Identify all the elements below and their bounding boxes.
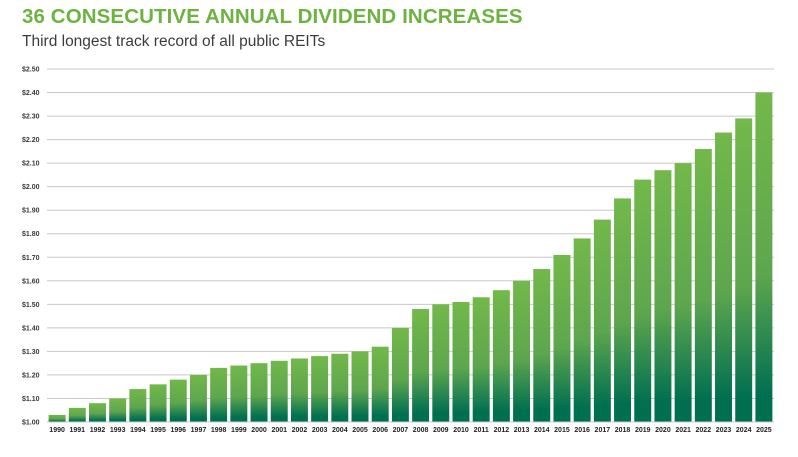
bar-2001	[270, 360, 288, 422]
bar-2014	[533, 269, 551, 422]
bar-2011	[472, 297, 490, 422]
x-tick-label: 2021	[675, 427, 691, 434]
x-tick-label: 2018	[615, 427, 631, 434]
x-tick-label: 2024	[736, 427, 752, 434]
bar-1998	[210, 367, 228, 422]
y-tick-label: $1.10	[22, 396, 40, 403]
bar-2013	[513, 280, 531, 422]
y-axis: $1.00 $1.10 $1.20 $1.30 $1.40 $1.50 $1.60 $1.70…	[22, 67, 40, 427]
bar-2006	[371, 346, 389, 422]
bar-2024	[735, 118, 753, 423]
x-tick-label: 1997	[191, 427, 207, 434]
y-tick-label: $2.20	[22, 137, 40, 144]
x-tick-label: 2003	[312, 427, 328, 434]
bar-2008	[412, 309, 430, 422]
x-tick-label: 2022	[696, 427, 712, 434]
x-tick-label: 2019	[635, 427, 651, 434]
x-tick-label: 1996	[170, 427, 186, 434]
bar-2025	[755, 92, 773, 422]
y-tick-label: $1.70	[22, 255, 40, 262]
bar-1995	[149, 384, 167, 422]
x-tick-label: 2009	[433, 427, 449, 434]
x-tick-label: 2014	[534, 427, 550, 434]
y-tick-label: $1.80	[22, 231, 40, 238]
x-tick-label: 2000	[251, 427, 267, 434]
x-tick-label: 2020	[655, 427, 671, 434]
bars	[48, 92, 773, 423]
x-tick-label: 1999	[231, 427, 247, 434]
x-tick-label: 2013	[514, 427, 530, 434]
bar-1993	[109, 398, 127, 422]
bar-2009	[432, 304, 450, 422]
x-tick-label: 1995	[150, 427, 166, 434]
x-tick-label: 2008	[413, 427, 429, 434]
x-tick-label: 2005	[352, 427, 368, 434]
x-tick-label: 2017	[595, 427, 611, 434]
y-tick-label: $1.00	[22, 420, 40, 427]
bar-2018	[614, 198, 632, 422]
x-tick-label: 2006	[372, 427, 388, 434]
bar-2021	[674, 163, 692, 422]
bar-2015	[553, 254, 571, 422]
y-tick-label: $1.40	[22, 325, 40, 332]
chart-title: 36 CONSECUTIVE ANNUAL DIVIDEND INCREASES	[22, 5, 523, 28]
x-tick-label: 1991	[70, 427, 86, 434]
x-tick-label: 2001	[271, 427, 287, 434]
x-tick-label: 1992	[90, 427, 106, 434]
x-axis: 1990 1991 1992 1993 1994 1995 1996 1997 1998 1999…	[47, 421, 774, 434]
gridlines	[47, 68, 774, 423]
y-tick-label: $2.00	[22, 184, 40, 191]
x-tick-label: 2016	[574, 427, 590, 434]
x-tick-label: 2010	[453, 427, 469, 434]
x-tick-label: 2002	[292, 427, 308, 434]
x-tick-label: 1993	[110, 427, 126, 434]
chart-subtitle: Third longest track record of all public…	[22, 33, 326, 50]
bar-2004	[331, 353, 349, 422]
y-tick-label: $2.30	[22, 114, 40, 121]
x-tick-label: 2023	[716, 427, 732, 434]
bar-2017	[593, 219, 611, 422]
bar-2012	[492, 290, 510, 422]
bar-2019	[634, 179, 652, 422]
bar-2010	[452, 301, 470, 422]
x-tick-label: 2012	[494, 427, 510, 434]
bar-2007	[391, 327, 409, 422]
y-tick-label: $1.60	[22, 278, 40, 285]
x-tick-label: 2015	[554, 427, 570, 434]
bar-1994	[129, 389, 147, 422]
x-tick-label: 2004	[332, 427, 348, 434]
y-tick-label: $1.50	[22, 302, 40, 309]
bar-1991	[68, 407, 86, 422]
x-tick-label: 2025	[756, 427, 772, 434]
y-tick-label: $1.20	[22, 372, 40, 379]
y-tick-label: $1.30	[22, 349, 40, 356]
bar-1992	[89, 403, 106, 422]
bar-1996	[169, 379, 187, 422]
bar-2003	[311, 356, 329, 422]
x-tick-label: 1998	[211, 427, 227, 434]
bar-2022	[694, 149, 712, 422]
y-tick-label: $2.10	[22, 161, 40, 168]
x-tick-label: 2007	[393, 427, 409, 434]
x-tick-label: 1994	[130, 427, 146, 434]
x-tick-label: 2011	[474, 427, 489, 434]
bar-2000	[250, 363, 268, 422]
bar-1990	[48, 414, 66, 422]
bar-2005	[351, 351, 369, 422]
bar-2016	[573, 238, 591, 422]
y-tick-label: $2.40	[22, 90, 40, 97]
y-tick-label: $1.90	[22, 208, 40, 215]
bar-2002	[290, 358, 308, 422]
bar-2023	[715, 132, 732, 423]
bar-1997	[189, 374, 207, 422]
bar-1999	[230, 365, 248, 422]
bar-2020	[654, 170, 672, 422]
y-tick-label: $2.50	[22, 67, 40, 74]
x-tick-label: 1990	[49, 427, 65, 434]
